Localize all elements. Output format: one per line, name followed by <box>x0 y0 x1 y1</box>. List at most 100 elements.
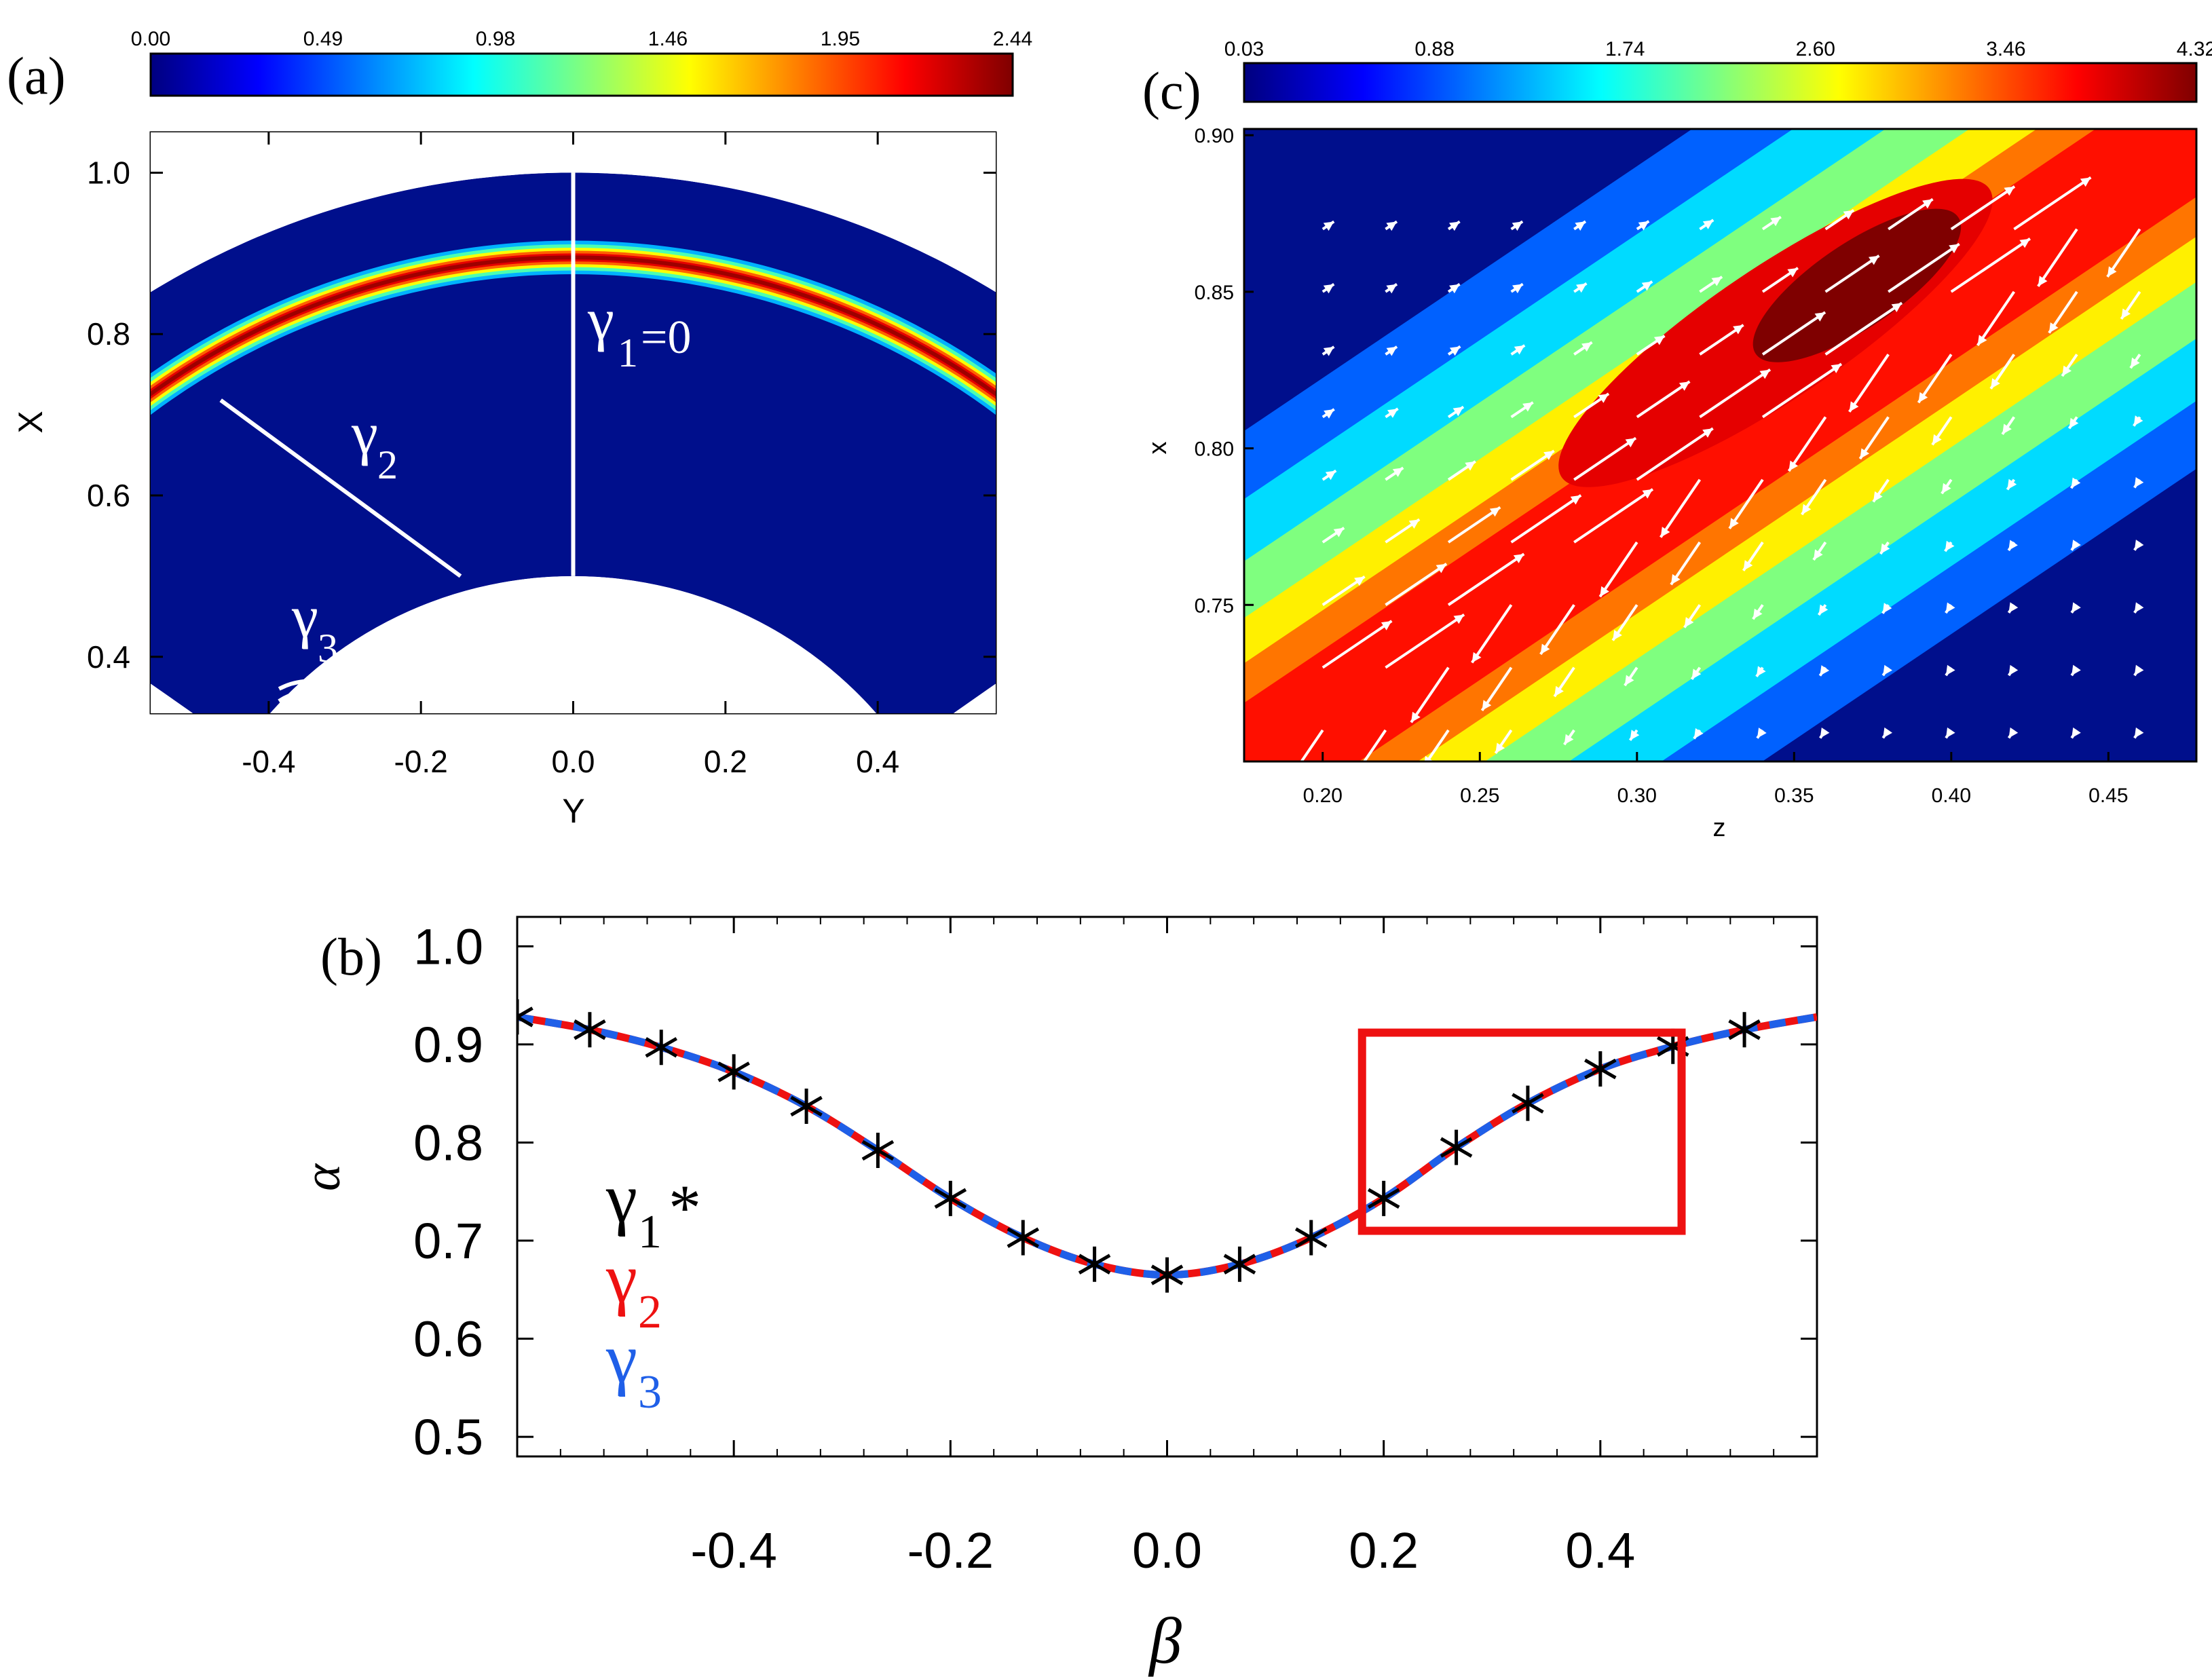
panel-b-label: (b) <box>320 927 382 986</box>
panel-c-vector-head <box>1625 438 1636 448</box>
panel-c-vector-head <box>1820 728 1830 738</box>
panel-c-vector-head <box>1325 470 1336 481</box>
series-gamma1-marker <box>1440 1129 1473 1165</box>
panel-b: (b) -0.4 -0.2 0.0 0.2 0.40.50.60.70.80.91.0 … <box>294 916 1818 1677</box>
panel-c-vector-head <box>1570 495 1581 505</box>
panel-c-vector-head <box>2121 308 2131 319</box>
panel-c-vector-head <box>2072 602 2081 613</box>
series-gamma1-marker <box>1150 1257 1184 1293</box>
series-gamma1-marker <box>790 1088 823 1124</box>
panel-c-label: (c) <box>1142 61 1201 120</box>
panel-c-vector <box>1598 541 1638 598</box>
panel-a-ytick-label: 0.4 <box>87 639 130 675</box>
panel-c-vector-head <box>1471 652 1482 663</box>
panel-b-xtick-label: 0.0 <box>1132 1522 1202 1579</box>
panel-c-vector-head <box>2134 727 2144 738</box>
panel-c-vector-head <box>1564 734 1574 745</box>
panel-c-ytick-label: 0.85 <box>1195 282 1234 304</box>
panel-c-vector-head <box>2107 266 2117 277</box>
panel-b-xlabel: β <box>1148 1604 1182 1677</box>
panel-a-colorbar-tick-label: 1.95 <box>821 28 860 50</box>
panel-c-vector <box>1300 729 1324 761</box>
panel-c-vector-head <box>1452 407 1464 417</box>
panel-b-xtick-label: -0.4 <box>690 1522 777 1579</box>
panel-c-vector <box>1573 488 1654 544</box>
panel-c-vector-head <box>1711 276 1723 286</box>
gamma3-label-glyph: γ <box>291 584 318 650</box>
panel-a-ytick-label: 1.0 <box>87 155 130 190</box>
panel-c-vector-head <box>1814 312 1826 322</box>
panel-c-vector-head <box>1918 392 1928 403</box>
panel-c-vector-head <box>1381 621 1392 630</box>
panel-c-colorbar-tick-label: 0.03 <box>1224 38 1264 60</box>
panel-c-vector-head <box>1514 345 1525 355</box>
panel-c-vector-head <box>1598 394 1609 403</box>
panel-c-vector-head <box>1946 727 1955 738</box>
panel-c-vector-head <box>1873 491 1883 502</box>
panel-c-vector-head <box>1860 448 1870 459</box>
panel-c-vector <box>1410 666 1450 723</box>
panel-c-vector-head <box>1945 602 1955 614</box>
series-gamma1-marker-stroke <box>517 1006 533 1019</box>
panel-c-vector-head <box>1333 527 1345 538</box>
panel-c-vector-head <box>1653 335 1665 345</box>
panel-c-vector-head <box>1575 221 1586 231</box>
panel-c-vector-head <box>1392 468 1404 477</box>
panel-c-vector-head <box>1770 216 1781 227</box>
panel-c-vector-head <box>2134 664 2144 676</box>
panel-c-vector-head <box>1787 267 1798 278</box>
panel-c-vector-head <box>1522 402 1533 412</box>
panel-c-vector-head <box>2072 727 2081 738</box>
panel-c-vector <box>1660 478 1702 538</box>
panel-a-colorbar: 0.00 0.49 0.98 1.46 1.95 2.44 <box>131 28 1032 97</box>
panel-a: (a) 0.00 0.49 0.98 1.46 1.95 2.44 -0.4 -0.2 0.0… <box>7 28 1032 830</box>
panel-c-vector-head <box>2131 357 2140 369</box>
gamma1-label-glyph: γ <box>587 287 614 353</box>
panel-c-vector <box>1573 436 1637 481</box>
panel-c-vector-head <box>1684 617 1694 628</box>
panel-c-vector-head <box>1323 284 1334 294</box>
panel-c-vector-head <box>2062 365 2072 377</box>
series-gamma1-marker <box>1078 1246 1111 1282</box>
panel-c-vector-head <box>2069 417 2079 429</box>
panel-c-vector-head <box>1351 770 1361 780</box>
panel-c-vector <box>1447 552 1525 606</box>
panel-c-vector <box>1362 729 1387 761</box>
panel-c-vector-head <box>1543 451 1554 460</box>
series-gamma1-marker-stroke <box>1728 1019 1761 1040</box>
series-gamma1-marker-stroke <box>1512 1093 1544 1114</box>
panel-a-ytick-label: 0.8 <box>87 316 130 352</box>
panel-a-colorbar-tick-label: 2.44 <box>993 28 1032 50</box>
panel-c-vector-head <box>1323 347 1334 356</box>
panel-a-curve-3 <box>278 679 371 713</box>
panel-c-vector-head <box>2019 238 2030 248</box>
panel-c-vector-head <box>1453 614 1465 624</box>
panel-c-vector-head <box>1512 221 1523 231</box>
panel-c-vector-head <box>1449 284 1460 294</box>
legend-sub-γ2: 2 <box>638 1286 662 1338</box>
panel-a-xtick-label: -0.4 <box>242 744 295 779</box>
panel-a-xlabel: Y <box>562 792 584 830</box>
panel-c-vector-head <box>2002 423 2012 434</box>
series-gamma1-marker <box>934 1180 967 1216</box>
panel-c-vector-head <box>2072 540 2081 550</box>
series-gamma1-marker <box>517 999 533 1035</box>
panel-c-vector <box>1539 604 1575 656</box>
panel-c-vector-head <box>1540 643 1550 654</box>
panel-c-vector-head <box>2007 478 2017 490</box>
panel-c-vector-head <box>1613 630 1622 641</box>
panel-b-frame <box>516 916 1818 1458</box>
series-gamma1-marker <box>861 1133 895 1169</box>
panel-c-vector-head <box>1641 281 1653 291</box>
panel-c-ytick-label: 0.80 <box>1195 438 1234 461</box>
panel-a-curve-labels: γ 1 =0 γ 2 γ 3 <box>291 287 691 671</box>
panel-a-curve-2 <box>219 398 462 578</box>
panel-c-vector-head <box>1642 489 1653 499</box>
series-gamma1-marker-stroke <box>934 1188 967 1209</box>
panel-c-vector-head <box>1801 504 1812 515</box>
gamma3-label-sub: 3 <box>318 626 338 671</box>
panel-c-vector-head <box>2008 727 2019 738</box>
panel-c-xlabel: z <box>1713 814 1726 842</box>
series-gamma1-marker-stroke <box>1294 1227 1328 1248</box>
